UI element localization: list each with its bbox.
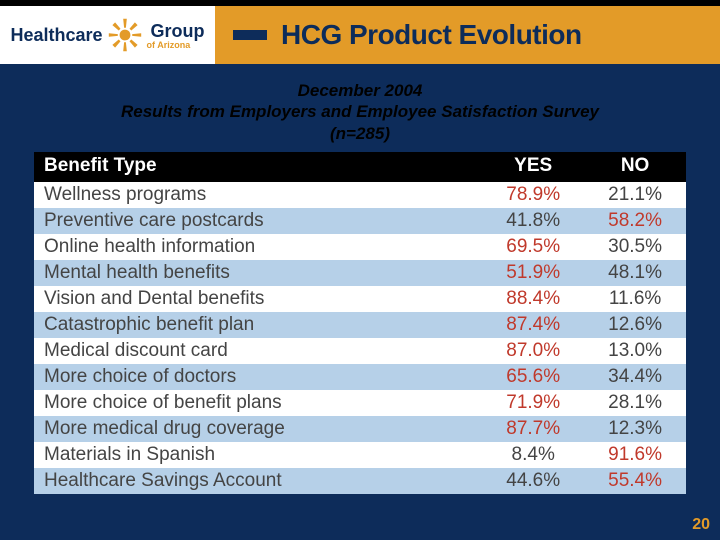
table-header-row: Benefit Type YES NO xyxy=(34,152,686,180)
subtitle-line2: Results from Employers and Employee Sati… xyxy=(121,102,599,121)
cell-label: Online health information xyxy=(34,234,482,260)
cell-label: Medical discount card xyxy=(34,338,482,364)
cell-no: 48.1% xyxy=(584,260,686,286)
th-benefit-type: Benefit Type xyxy=(34,152,482,180)
logo-row: Healthcare xyxy=(10,17,204,53)
cell-yes: 71.9% xyxy=(482,390,584,416)
cell-no: 28.1% xyxy=(584,390,686,416)
logo-text-right: Group xyxy=(151,21,205,42)
cell-no: 91.6% xyxy=(584,442,686,468)
subtitle-line1: December 2004 xyxy=(298,81,423,100)
title-block: HCG Product Evolution xyxy=(215,19,720,51)
table-row: More choice of benefit plans71.9%28.1% xyxy=(34,390,686,416)
table-row: Online health information69.5%30.5% xyxy=(34,234,686,260)
table-row: Mental health benefits51.9%48.1% xyxy=(34,260,686,286)
table-row: Medical discount card87.0%13.0% xyxy=(34,338,686,364)
cell-label: Wellness programs xyxy=(34,182,482,208)
cell-no: 11.6% xyxy=(584,286,686,312)
table-row: Catastrophic benefit plan87.4%12.6% xyxy=(34,312,686,338)
cell-yes: 69.5% xyxy=(482,234,584,260)
cell-label: Healthcare Savings Account xyxy=(34,468,482,494)
page-number: 20 xyxy=(692,516,710,534)
table-row: Healthcare Savings Account44.6%55.4% xyxy=(34,468,686,494)
table-row: Materials in Spanish8.4%91.6% xyxy=(34,442,686,468)
cell-yes: 87.0% xyxy=(482,338,584,364)
cell-label: Preventive care postcards xyxy=(34,208,482,234)
cell-no: 58.2% xyxy=(584,208,686,234)
survey-table: Benefit Type YES NO Wellness programs78.… xyxy=(34,152,686,494)
table-row: Preventive care postcards41.8%58.2% xyxy=(34,208,686,234)
cell-yes: 87.4% xyxy=(482,312,584,338)
table-row: Wellness programs78.9%21.1% xyxy=(34,182,686,208)
th-no: NO xyxy=(584,152,686,180)
subtitle: December 2004 Results from Employers and… xyxy=(0,80,720,144)
cell-label: Vision and Dental benefits xyxy=(34,286,482,312)
cell-yes: 44.6% xyxy=(482,468,584,494)
table-row: More medical drug coverage87.7%12.3% xyxy=(34,416,686,442)
cell-label: More choice of doctors xyxy=(34,364,482,390)
cell-no: 12.3% xyxy=(584,416,686,442)
cell-no: 34.4% xyxy=(584,364,686,390)
cell-yes: 78.9% xyxy=(482,182,584,208)
cell-label: More medical drug coverage xyxy=(34,416,482,442)
logo-right-col: Group of Arizona xyxy=(147,21,205,50)
cell-yes: 87.7% xyxy=(482,416,584,442)
sun-icon xyxy=(107,17,143,53)
cell-label: More choice of benefit plans xyxy=(34,390,482,416)
cell-no: 12.6% xyxy=(584,312,686,338)
cell-label: Mental health benefits xyxy=(34,260,482,286)
cell-no: 21.1% xyxy=(584,182,686,208)
cell-yes: 51.9% xyxy=(482,260,584,286)
page-title: HCG Product Evolution xyxy=(281,19,582,51)
cell-yes: 41.8% xyxy=(482,208,584,234)
logo: Healthcare xyxy=(10,17,204,53)
cell-no: 13.0% xyxy=(584,338,686,364)
table-row: Vision and Dental benefits88.4%11.6% xyxy=(34,286,686,312)
cell-yes: 8.4% xyxy=(482,442,584,468)
cell-label: Catastrophic benefit plan xyxy=(34,312,482,338)
subtitle-line3: (n=285) xyxy=(330,124,390,143)
cell-yes: 65.6% xyxy=(482,364,584,390)
survey-table-container: Benefit Type YES NO Wellness programs78.… xyxy=(34,152,686,494)
title-dash-icon xyxy=(233,30,267,40)
cell-yes: 88.4% xyxy=(482,286,584,312)
cell-label: Materials in Spanish xyxy=(34,442,482,468)
cell-no: 55.4% xyxy=(584,468,686,494)
logo-box: Healthcare xyxy=(0,6,215,64)
table-row: More choice of doctors65.6%34.4% xyxy=(34,364,686,390)
logo-text-left: Healthcare xyxy=(10,25,102,46)
th-yes: YES xyxy=(482,152,584,180)
header-band: Healthcare xyxy=(0,6,720,64)
cell-no: 30.5% xyxy=(584,234,686,260)
